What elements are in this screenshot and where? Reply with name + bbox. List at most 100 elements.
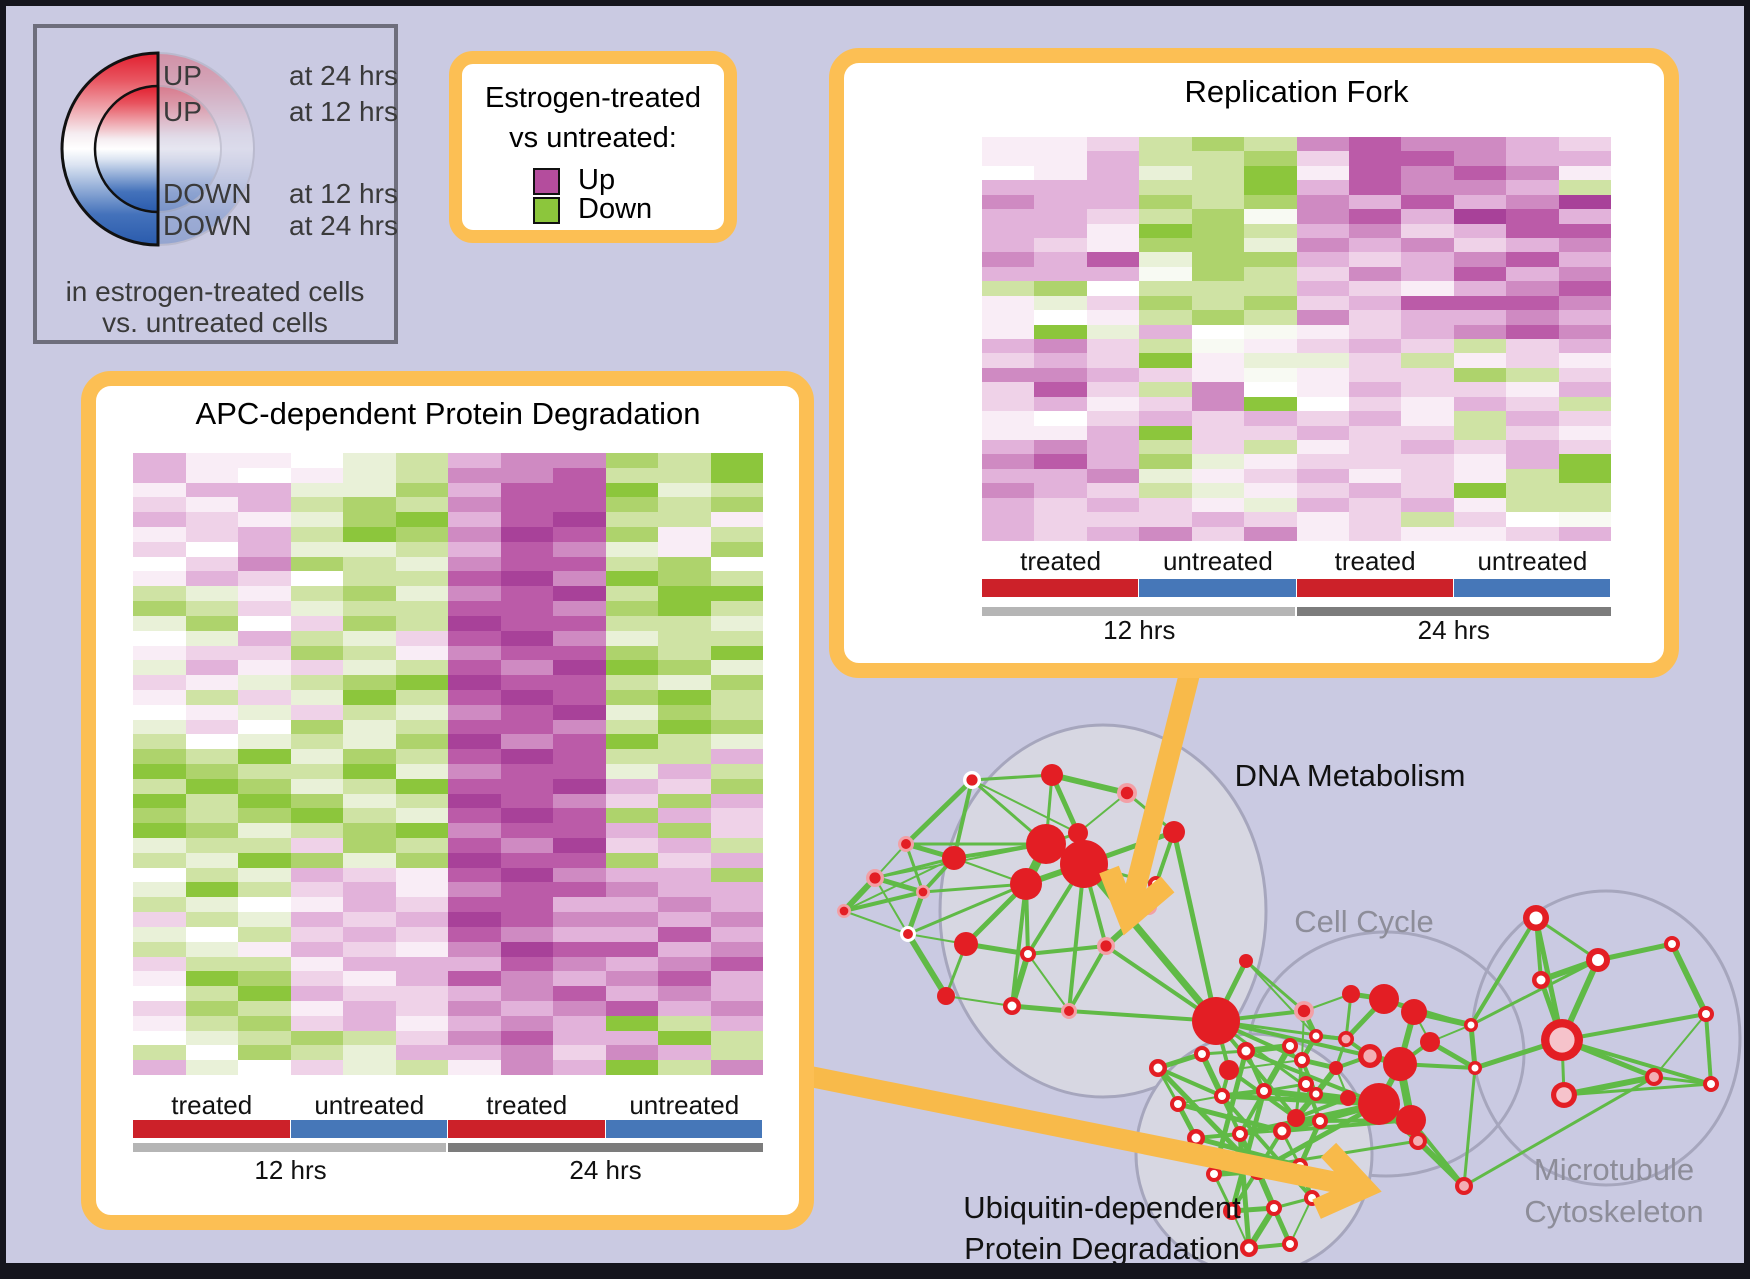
heatmap-cell [982,194,1035,210]
heatmap-cell [553,453,606,468]
dna-cluster-circle [938,723,1268,1099]
heatmap-cell [710,675,763,690]
heatmap-cell [553,882,606,898]
heatmap-cell [1139,209,1192,224]
heatmap-cell [343,541,396,557]
heatmap-cell [1506,137,1559,152]
heatmap-cell [1086,353,1140,368]
heatmap-cell [448,734,501,750]
heatmap-cell [982,382,1035,397]
heatmap-cell [553,763,606,779]
heatmap-cell [658,704,711,720]
heatmap-cell [448,689,501,705]
heatmap-cell [1191,266,1245,282]
heatmap-cell [395,601,448,616]
heatmap-cell [658,453,711,468]
heatmap-cell [290,971,343,987]
heatmap-cell [1191,194,1245,210]
heatmap-cell [658,897,711,913]
heatmap-cell [238,823,291,839]
dna-metabolism-label: DNA Metabolism [1234,758,1466,793]
heatmap-cell [658,912,711,927]
network-node-red [1026,824,1066,864]
network-node-pink-core-center [1459,1181,1469,1191]
heatmap-cell [1296,310,1349,325]
heatmap-cell [605,571,658,587]
heatmap-cell [500,1015,553,1031]
heatmap-cell [448,630,501,646]
condition-label: treated [1020,546,1102,576]
heatmap-cell [1244,194,1297,210]
heatmap-cell [1191,339,1245,354]
heatmap-cell [658,556,711,572]
heatmap-cell [133,882,186,898]
heatmap-cell [1139,324,1192,339]
heatmap-cell [500,453,553,468]
heatmap-cell [500,971,553,987]
heatmap-cell [1086,266,1140,282]
heatmap-cell [343,734,396,750]
heatmap-cell [982,483,1035,498]
heatmap-cell [238,586,291,602]
heatmap-cell [500,645,553,661]
network-node-white-core-center [1707,1080,1715,1088]
heatmap-cell [238,601,291,616]
network-edge [1561,1012,1707,1042]
network-node-red [1239,954,1253,968]
heatmap-cell [448,541,501,557]
concentric-circle-glyph [60,51,255,247]
heatmap-cell [1296,165,1349,181]
heatmap-cell [1139,137,1192,152]
heatmap-cell [1453,165,1507,181]
rf-panel-title: Replication Fork [1184,74,1409,109]
heatmap-cell [1296,483,1349,498]
heatmap-cell [448,675,501,690]
heatmap-cell [290,763,343,779]
heatmap-cell [133,660,186,676]
heatmap-cell [710,467,763,483]
heatmap-cell [1296,396,1349,412]
heatmap-cell [500,660,553,676]
heatmap-cell [1296,468,1349,484]
heatmap-cell [1296,281,1349,296]
heatmap-cell [343,689,396,705]
heatmap-cell [1558,194,1611,210]
heatmap-cell [500,615,553,631]
heatmap-cell [343,719,396,735]
heatmap-cell [710,527,763,542]
heatmap-cell [605,793,658,809]
heatmap-cell [1086,411,1140,426]
heatmap-cell [395,689,448,705]
heatmap-cell [395,823,448,839]
heatmap-cell [395,453,448,468]
heatmap-cell [500,630,553,646]
network-edge [1245,959,1305,1013]
heatmap-cell [1139,454,1192,469]
heatmap-cell [553,645,606,661]
heatmap-cell [1506,497,1559,513]
heatmap-cell [553,719,606,735]
heatmap-cell [605,719,658,735]
heatmap-cell [553,615,606,631]
heatmap-cell [605,838,658,853]
heatmap-cell [1034,266,1087,282]
heatmap-cell [710,1045,763,1061]
heatmap-cell [395,1045,448,1061]
heatmap-cell [1034,382,1087,397]
heatmap-cell [605,453,658,468]
heatmap-cell [658,1060,711,1075]
heatmap-cell [1348,238,1402,253]
heatmap-cell [1191,512,1245,527]
heatmap-cell [1139,165,1192,181]
heatmap-cell [553,630,606,646]
heatmap-cell [658,482,711,498]
heatmap-cell [605,660,658,676]
treated-bar [1296,579,1453,597]
heatmap-cell [605,482,658,498]
network-edge [1215,1019,1371,1058]
network-node-white-core-center [1191,1133,1201,1143]
heatmap-cell [1453,194,1507,210]
heatmap-cell [1034,281,1087,296]
estrogen-legend-title-line2: vs untreated: [509,122,677,154]
hrs12-bar [982,607,1295,616]
